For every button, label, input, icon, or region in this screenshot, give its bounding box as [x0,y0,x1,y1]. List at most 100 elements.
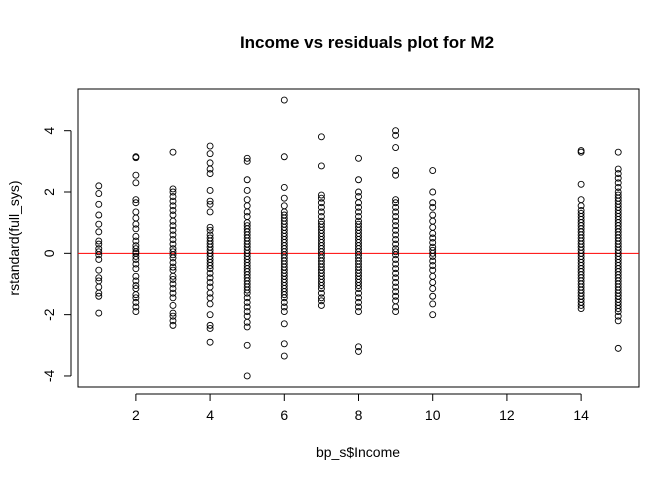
data-point [429,188,437,196]
data-point [169,263,177,271]
data-point [95,248,103,256]
x-tick-label: 8 [355,407,363,423]
data-point [355,188,362,196]
data-point [169,222,177,230]
data-point [206,338,214,346]
data-point [317,282,325,289]
data-point [132,225,140,233]
data-point [132,298,140,306]
data-point [577,196,585,204]
data-point [95,190,103,197]
data-point [280,303,288,311]
y-tick-label: -4 [41,370,57,383]
data-point [132,237,140,245]
data-point [280,183,288,191]
data-point [429,203,437,211]
data-point [577,180,585,188]
data-point [169,254,177,262]
data-point [429,279,437,286]
data-point [169,193,177,201]
data-point [392,256,400,263]
data-point [132,179,140,187]
x-tick-label: 4 [206,407,214,423]
data-point [317,294,325,302]
data-point [614,308,622,316]
data-point [392,127,400,135]
data-point [429,211,437,219]
data-point [429,292,437,300]
data-point [169,317,177,325]
data-point [243,294,251,302]
data-point [317,133,325,141]
data-point [429,234,437,242]
data-points [95,96,622,380]
data-point [355,282,362,289]
data-point [206,294,214,302]
data-point [206,289,214,297]
data-point [169,197,177,205]
data-point [132,252,140,260]
data-point [317,203,325,211]
data-point [95,251,103,259]
data-point [392,171,400,179]
data-point [392,279,400,286]
data-point [206,321,214,329]
data-point [577,305,585,312]
data-point [317,301,325,309]
data-point [614,179,622,187]
data-point [280,320,288,328]
x-axis-label: bp_s$Income [316,444,400,460]
data-point [577,202,585,210]
data-point [169,211,177,219]
data-point [355,298,362,306]
data-point [95,266,103,274]
data-point [132,272,140,280]
data-point [392,131,400,139]
data-point [280,308,288,316]
data-point [429,266,437,274]
data-point [132,256,140,263]
data-point [280,294,288,302]
data-point [206,279,214,286]
data-point [355,289,362,297]
data-point [392,308,400,316]
data-point [577,148,585,156]
data-point [429,223,437,231]
data-point [429,272,437,280]
data-point [280,202,288,210]
data-point [392,196,400,204]
data-point [355,303,362,311]
data-point [95,200,103,208]
data-point [392,203,400,211]
data-point [392,288,400,296]
data-point [355,193,362,201]
data-point [132,196,140,204]
data-point [169,285,177,293]
data-point [206,187,214,194]
data-point [132,265,140,273]
y-axis: -4 -2 0 2 4 [41,127,72,383]
x-axis: 2 4 6 8 10 12 14 [132,393,589,423]
data-point [243,176,251,184]
data-point [243,341,251,349]
data-point [614,165,622,173]
data-point [132,282,140,289]
data-point [132,220,140,228]
data-point [132,154,140,162]
data-point [280,298,288,306]
data-point [280,352,288,360]
data-point [317,208,325,216]
data-point [95,237,103,245]
data-point [243,318,251,326]
data-point [169,259,177,266]
data-point [429,217,437,225]
data-point [243,208,251,216]
data-point [169,309,177,317]
data-point [614,148,622,156]
x-tick-label: 10 [425,407,441,423]
data-point [206,165,214,173]
data-point [243,187,251,194]
data-point [392,236,400,243]
data-point [206,170,214,178]
